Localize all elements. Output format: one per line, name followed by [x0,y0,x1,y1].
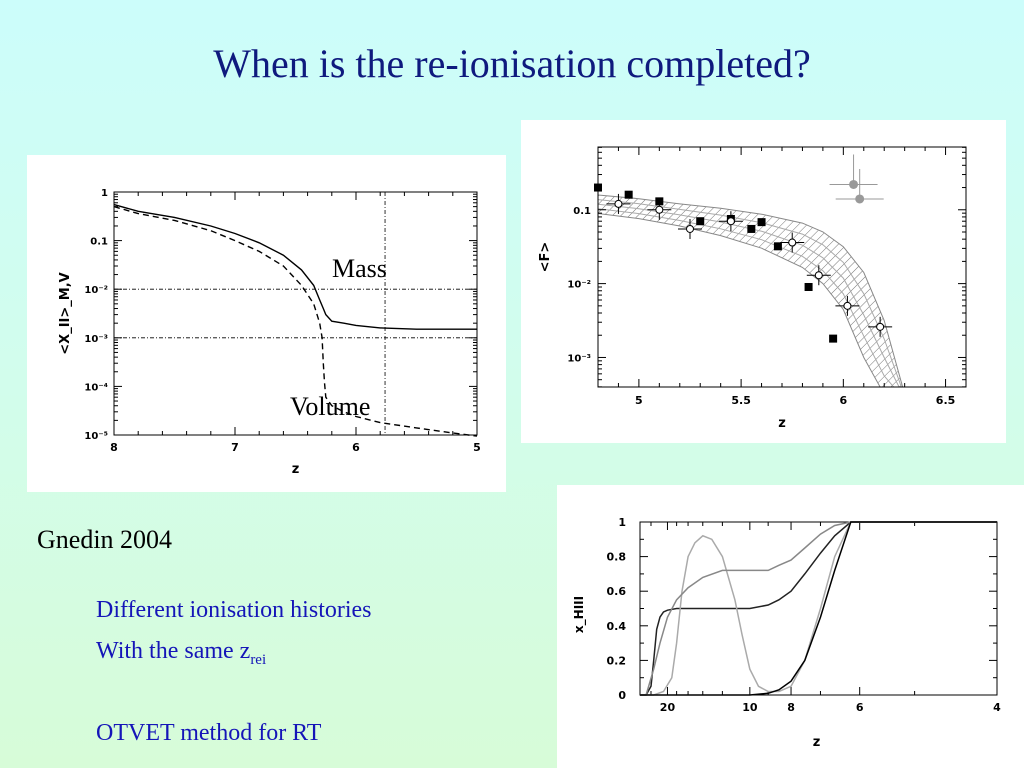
ionisation-x-tick-label: 8 [787,701,795,714]
left-y-tick-label: 10⁻⁵ [84,431,108,442]
left-x-tick-label: 8 [110,441,118,454]
ionisation-y-tick-label: 0.4 [607,620,627,633]
left-y-tick-label: 10⁻³ [84,334,108,345]
flux-plot-area [598,194,904,387]
flux-point-square [624,190,633,199]
note-line-3: OTVET method for RT [96,720,322,747]
ionisation-x-tick-label: 10 [742,701,758,714]
ionisation-y-tick-label: 0.8 [607,551,627,564]
left-y-tick-label: 1 [101,188,108,199]
slide-notes: Different ionisation histories With the … [96,590,372,754]
left-y-tick-label: 10⁻² [84,285,108,296]
ionisation-series-1-line [640,521,997,696]
left-y-tick-label: 0.1 [90,237,108,248]
flux-x-axis-label: z [778,416,786,431]
ionisation-series-2-line [640,521,997,696]
ionisation-x-tick-label: 20 [660,701,676,714]
flux-y-tick-label: 10⁻² [567,280,591,291]
note-line-2-subscript: rei [250,651,267,668]
flux-plot-frame [597,146,967,388]
ionisation-series-3-line [640,521,997,696]
left-chart: 8 7 6 5 1 0.1 10⁻² 10⁻³ 10⁻⁴ 10⁻⁵ z <X_II>_M,V [58,188,481,477]
flux-y-axis-label: <F> [538,242,553,273]
flux-point-square [804,282,813,291]
flux-point-square [696,217,705,226]
ionisation-x-axis-label: z [813,735,821,750]
model-band-line [598,208,895,387]
left-y-tick-label: 10⁻⁴ [84,382,108,393]
left-series-mass-line [113,203,477,330]
left-x-tick-label: 6 [352,441,360,454]
flux-point-circle [843,301,852,310]
ionisation-y-axis-label: x_HIII [572,596,587,633]
mass-label: Mass [332,254,387,283]
ionisation-x-tick-label: 4 [993,701,1001,714]
flux-point-square [757,218,766,227]
flux-chart-panel: 5 5.5 6 6.5 0.1 10⁻² 10⁻³ z <F> [521,120,1006,443]
note-line-2-text: With the same z [96,637,251,664]
flux-point-square [747,224,756,233]
flux-point-square [594,183,602,192]
flux-point-circle [726,217,735,226]
left-x-tick-label: 7 [231,441,239,454]
flux-point-square [773,242,782,251]
model-band-line [598,203,900,387]
note-line-2: With the same zrei [96,631,372,673]
volume-label: Volume [290,392,371,421]
flux-x-tick-label: 6.5 [936,394,956,407]
flux-point-grey [849,179,859,189]
note-line-1: Different ionisation histories [96,597,372,623]
flux-y-tick-label: 0.1 [573,206,591,217]
left-y-axis-label: <X_II>_M,V [58,272,73,354]
ionisation-y-tick-label: 0.6 [607,585,627,598]
flux-point-grey [855,194,865,204]
flux-point-circle [814,271,823,280]
flux-point-circle [788,238,797,247]
left-series-volume-line [113,205,478,437]
flux-point-square [829,334,838,343]
flux-x-tick-label: 5 [635,394,643,407]
ionisation-y-tick-label: 1 [618,516,626,529]
ionisation-chart: 20 10 8 6 4 1 0.8 0.6 0.4 0.2 0 z x_HIII [572,516,1001,750]
left-plot-frame [113,191,478,436]
flux-y-tick-label: 10⁻³ [567,353,591,364]
ionisation-series-0-line [640,521,997,696]
ionisation-x-tick-label: 6 [856,701,864,714]
left-chart-panel: 8 7 6 5 1 0.1 10⁻² 10⁻³ 10⁻⁴ 10⁻⁵ z <X_II>_M,V [27,155,506,492]
note-spacer [96,673,372,713]
ionisation-y-tick-label: 0.2 [607,654,627,667]
flux-point-circle [614,199,623,208]
flux-point-circle [876,322,885,331]
flux-chart: 5 5.5 6 6.5 0.1 10⁻² 10⁻³ z <F> [538,146,967,431]
flux-point-circle [686,224,694,233]
ionisation-y-tick-label: 0 [618,689,626,702]
flux-x-tick-label: 6 [840,394,848,407]
ionisation-chart-panel: 20 10 8 6 4 1 0.8 0.6 0.4 0.2 0 z x_HIII [557,485,1024,768]
model-band [598,194,904,387]
flux-point-circle [655,205,664,214]
left-x-tick-label: 5 [473,441,481,454]
citation-caption: Gnedin 2004 [37,525,173,554]
slide-title: When is the re-ionisation completed? [213,41,811,86]
left-x-axis-label: z [292,462,300,477]
flux-x-tick-label: 5.5 [731,394,751,407]
model-band-line [598,199,902,387]
